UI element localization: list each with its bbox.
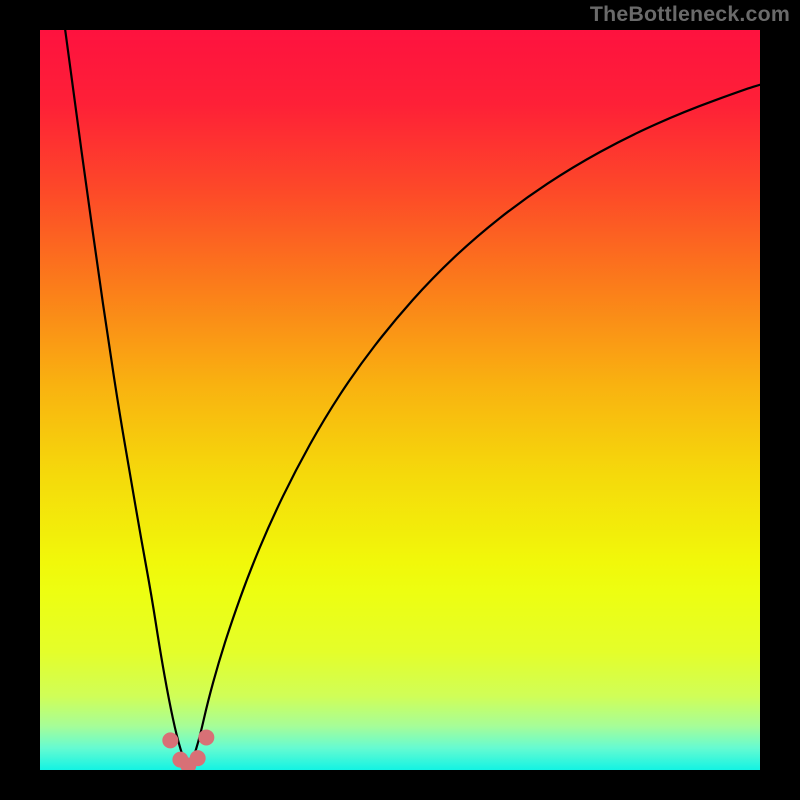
watermark-text: TheBottleneck.com [590,2,790,27]
curve-marker [163,733,178,748]
curve-marker [190,751,205,766]
gradient-background [40,30,760,770]
bottleneck-curve-chart [0,0,800,800]
curve-marker [199,730,214,745]
chart-frame: TheBottleneck.com [0,0,800,800]
